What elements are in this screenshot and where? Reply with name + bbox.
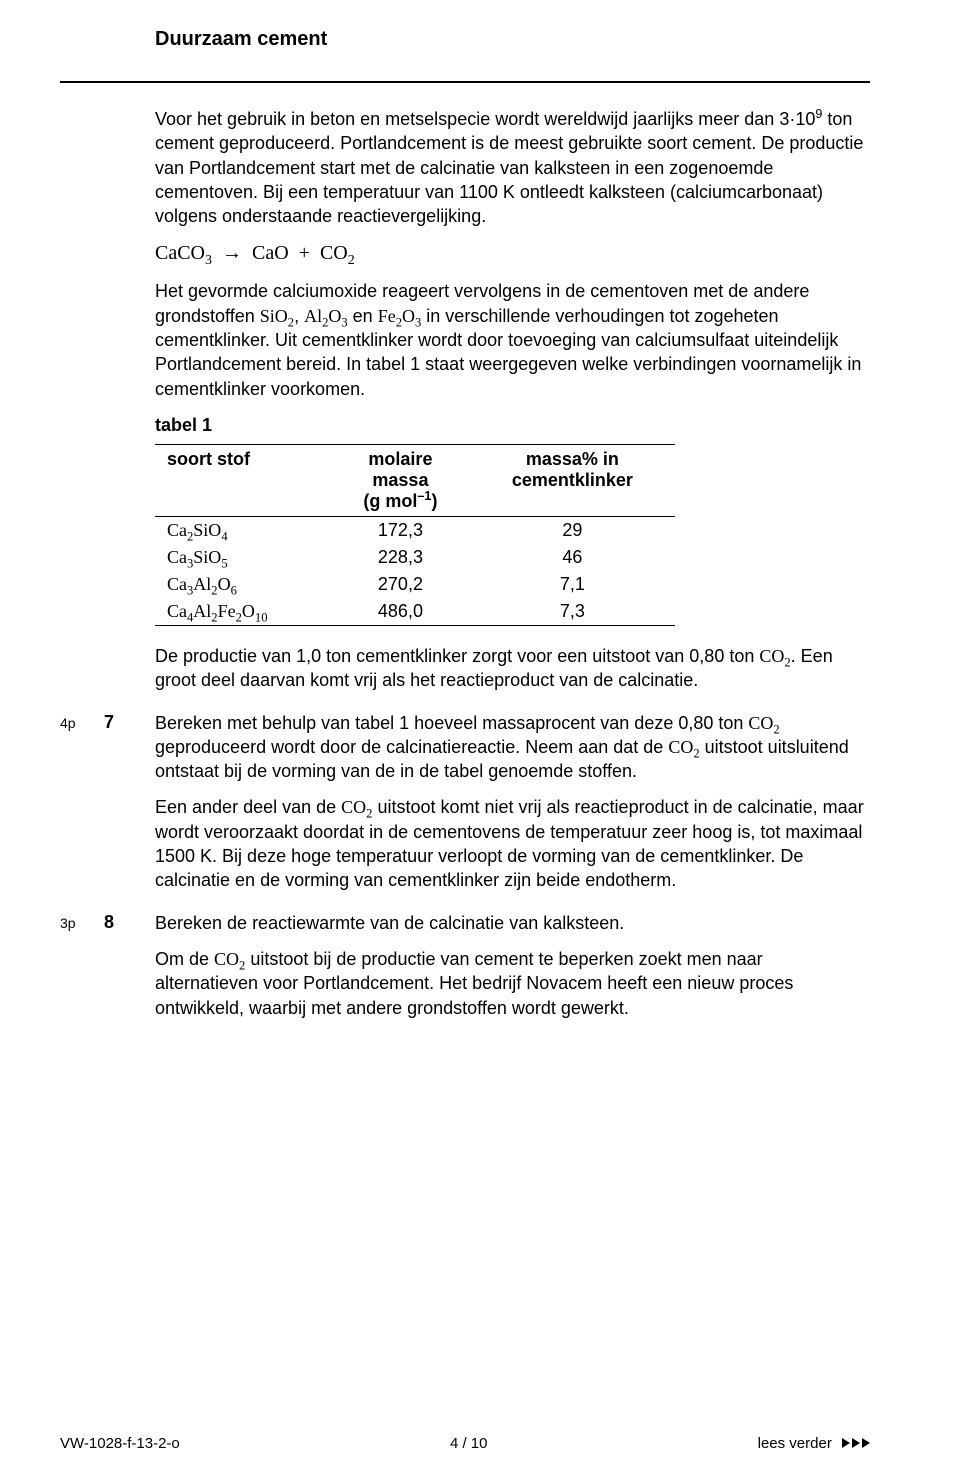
paragraph-1: Voor het gebruik in beton en metselspeci…: [155, 107, 870, 228]
question-7-row: 4p 7 Bereken met behulp van tabel 1 hoev…: [60, 711, 870, 905]
table-header-1: molairemassa(g mol–1): [331, 444, 470, 516]
table-cell-pct: 29: [470, 516, 675, 544]
exam-page: Duurzaam cement Voor het gebruik in beto…: [0, 0, 960, 1474]
table-cell-formula: Ca4Al2Fe2O10: [155, 598, 331, 626]
table-caption: tabel 1: [155, 415, 870, 436]
question-7-text: Bereken met behulp van tabel 1 hoeveel m…: [155, 711, 870, 784]
question-8-text: Bereken de reactiewarmte van de calcinat…: [155, 911, 870, 935]
table-body: Ca2SiO4172,329 Ca3SiO5228,346 Ca3Al2O6270,…: [155, 516, 675, 625]
question-7-number: 7: [104, 712, 114, 733]
footer-arrows: [842, 1438, 870, 1448]
arrow-icon: [842, 1438, 850, 1448]
footer-center: 4 / 10: [450, 1435, 488, 1452]
table-cell-formula: Ca2SiO4: [155, 516, 331, 544]
table-cell-formula: Ca3SiO5: [155, 544, 331, 571]
paragraph-5: Om de CO2 uitstoot bij de productie van …: [155, 947, 870, 1020]
header-block: Duurzaam cement: [155, 28, 870, 55]
footer-right: lees verder: [758, 1435, 832, 1452]
compound-table: soort stof molairemassa(g mol–1) massa% …: [155, 444, 675, 626]
question-8-number: 8: [104, 912, 114, 933]
table-cell-mass: 270,2: [331, 571, 470, 598]
table-cell-mass: 228,3: [331, 544, 470, 571]
question-7-body: Bereken met behulp van tabel 1 hoeveel m…: [155, 711, 870, 905]
question-8-row: 3p 8 Bereken de reactiewarmte van de cal…: [60, 911, 870, 1032]
question-7-margin: 4p 7: [60, 711, 155, 733]
table-header-0: soort stof: [155, 444, 331, 516]
table-cell-pct: 46: [470, 544, 675, 571]
table-cell-formula: Ca3Al2O6: [155, 571, 331, 598]
paragraph-4: Een ander deel van de CO2 uitstoot komt …: [155, 795, 870, 892]
body-block: Voor het gebruik in beton en metselspeci…: [155, 107, 870, 693]
question-7-points: 4p: [60, 715, 86, 731]
title-rule: [60, 81, 870, 83]
arrow-icon: [862, 1438, 870, 1448]
table-cell-mass: 172,3: [331, 516, 470, 544]
question-8-margin: 3p 8: [60, 911, 155, 933]
page-footer: VW-1028-f-13-2-o 4 / 10 lees verder: [60, 1435, 870, 1452]
reaction-equation: CaCO3 → CaO + CO2: [155, 242, 870, 265]
table-cell-mass: 486,0: [331, 598, 470, 626]
paragraph-2: Het gevormde calciumoxide reageert vervo…: [155, 279, 870, 400]
section-title: Duurzaam cement: [155, 28, 870, 55]
table-cell-pct: 7,1: [470, 571, 675, 598]
arrow-icon: [852, 1438, 860, 1448]
table-cell-pct: 7,3: [470, 598, 675, 626]
footer-left: VW-1028-f-13-2-o: [60, 1435, 180, 1452]
paragraph-3: De productie van 1,0 ton cementklinker z…: [155, 644, 870, 693]
table-header-2: massa% incementklinker: [470, 444, 675, 516]
question-8-body: Bereken de reactiewarmte van de calcinat…: [155, 911, 870, 1032]
question-8-points: 3p: [60, 915, 86, 931]
footer-right-wrap: lees verder: [758, 1435, 870, 1452]
